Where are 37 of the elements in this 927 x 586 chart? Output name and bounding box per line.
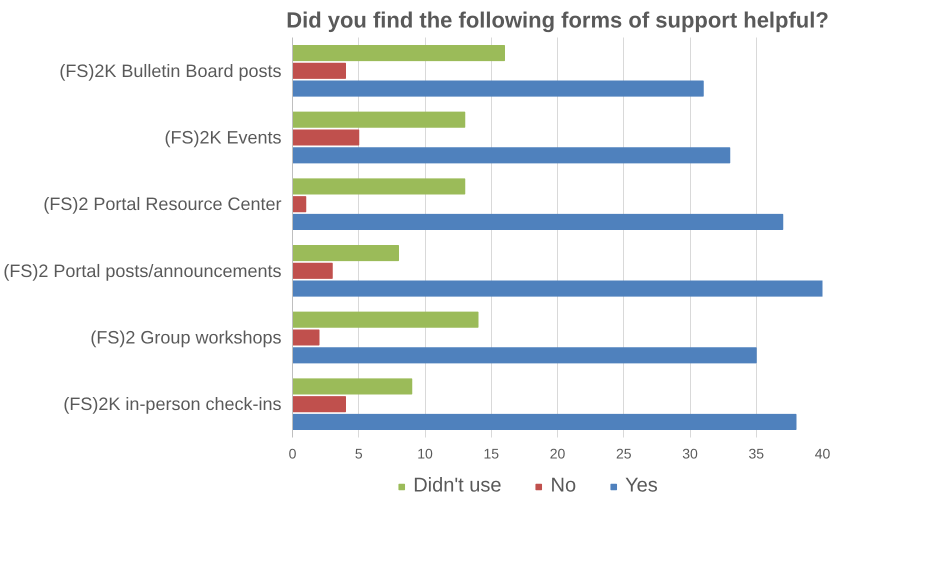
bar [292, 378, 412, 394]
bar [292, 80, 704, 97]
bar [292, 262, 333, 279]
bar [292, 178, 466, 194]
y-tick-label: (FS)2 Portal posts/announcements [3, 260, 282, 281]
legend-label: Didn't use [413, 474, 502, 498]
x-tick-label: 40 [814, 446, 830, 462]
x-tick-label: 25 [616, 446, 632, 462]
bar [292, 414, 796, 430]
legend-label: Yes [625, 474, 658, 498]
x-tick-label: 0 [288, 446, 297, 462]
y-tick-label: (FS)2K Events [164, 128, 282, 148]
bar [292, 45, 505, 62]
x-tick-label: 20 [550, 446, 566, 462]
bar [292, 245, 399, 262]
bar [292, 329, 320, 346]
bar [292, 62, 346, 79]
bar [292, 196, 306, 212]
y-tick-label: (FS)2 Group workshops [90, 328, 282, 348]
bar [292, 214, 784, 230]
bar [292, 280, 822, 297]
bar [292, 347, 757, 364]
legend-label: No [550, 474, 576, 498]
bar [292, 147, 730, 164]
bar [292, 112, 466, 128]
y-tick-label: (FS)2 Portal Resource Center [43, 194, 282, 214]
x-tick-label: 10 [417, 446, 433, 462]
x-tick-label: 30 [682, 446, 698, 462]
bar [292, 396, 346, 412]
chart-title: Did you find the following forms of support helpful? [286, 8, 829, 32]
y-tick-label: (FS)2K Bulletin Board posts [59, 60, 282, 81]
y-tick-label: (FS)2K in-person check-ins [63, 394, 282, 414]
bar [292, 312, 478, 328]
x-tick-label: 5 [354, 446, 363, 462]
bar [292, 129, 360, 146]
x-tick-label: 15 [483, 446, 500, 462]
x-tick-label: 35 [748, 446, 764, 462]
